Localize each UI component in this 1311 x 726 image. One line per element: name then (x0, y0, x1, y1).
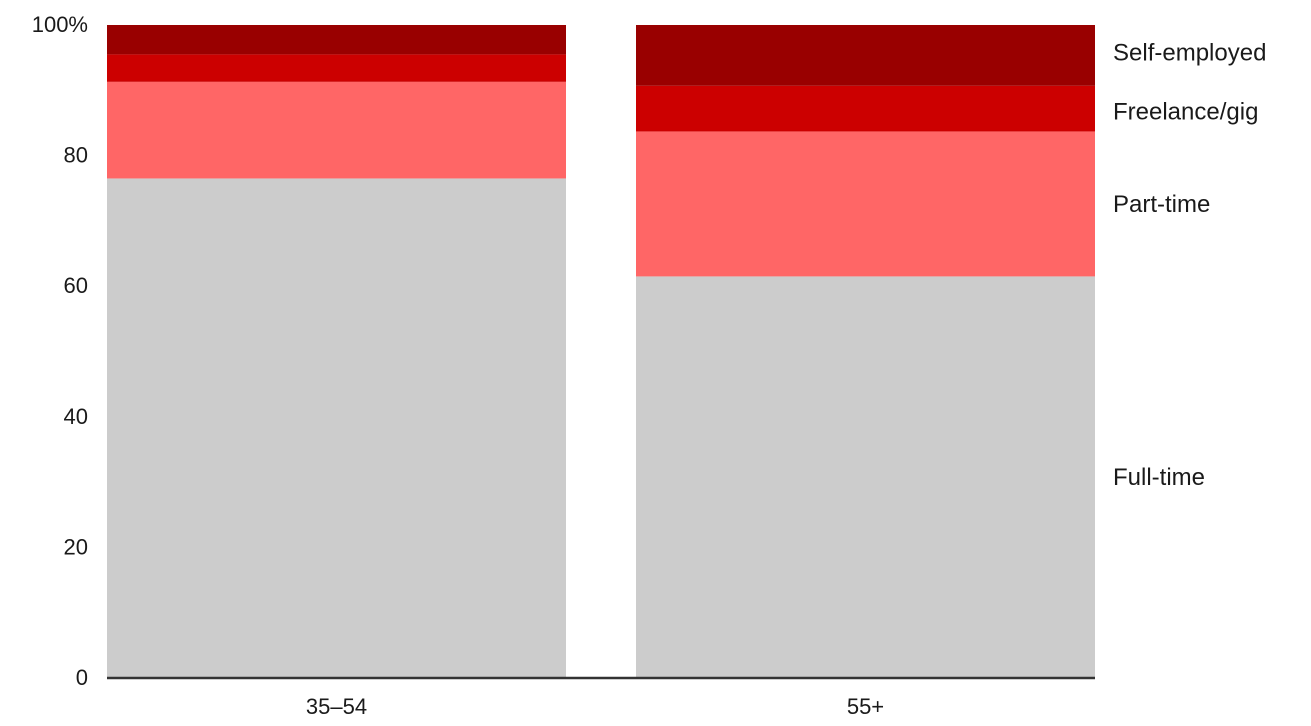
bar-segment-freelance-gig (107, 54, 566, 82)
bar-segment-freelance-gig (636, 85, 1095, 132)
y-tick-label: 40 (64, 404, 88, 429)
y-tick-label: 20 (64, 534, 88, 559)
y-tick-label: 60 (64, 273, 88, 298)
bars (107, 25, 1095, 678)
x-category-label: 35–54 (306, 694, 367, 719)
legend-label-full-time: Full-time (1113, 464, 1205, 491)
bar-segment-self-employed (107, 25, 566, 55)
y-axis-ticks: 0 20 40 60 80 100% (32, 12, 88, 690)
legend: Full-time Part-time Freelance/gig Self-empl… (1113, 39, 1266, 491)
bar-segment-full-time (107, 178, 566, 678)
x-category-label: 55+ (847, 694, 884, 719)
y-tick-label: 0 (76, 665, 88, 690)
bar-segment-self-employed (636, 25, 1095, 86)
y-tick-label: 80 (64, 143, 88, 168)
bar-segment-part-time (107, 81, 566, 179)
bar-segment-part-time (636, 131, 1095, 277)
x-axis-labels: 35–54 55+ (306, 694, 884, 719)
legend-label-freelance-gig: Freelance/gig (1113, 99, 1258, 126)
legend-label-self-employed: Self-employed (1113, 39, 1266, 66)
bar-segment-full-time (636, 276, 1095, 678)
legend-label-part-time: Part-time (1113, 191, 1210, 218)
y-tick-label: 100% (32, 12, 88, 37)
